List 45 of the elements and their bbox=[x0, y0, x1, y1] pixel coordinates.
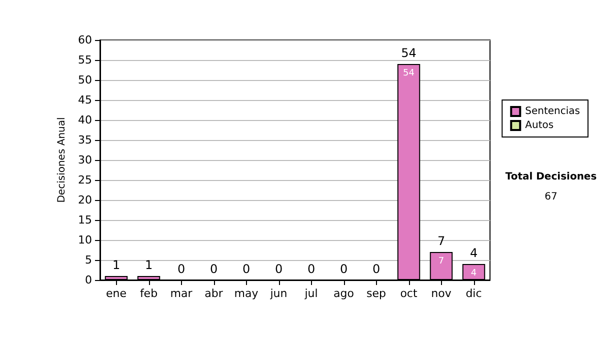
total-label: 4 bbox=[470, 246, 478, 260]
y-tick-label: 50 bbox=[78, 74, 92, 86]
data-label: 4 bbox=[470, 268, 477, 278]
x-tick-label: ago bbox=[334, 287, 354, 300]
y-tick-label: 35 bbox=[78, 134, 92, 146]
y-tick-label: 15 bbox=[78, 214, 92, 226]
x-tick-label: jun bbox=[269, 287, 288, 300]
legend-label: Sentencias bbox=[525, 106, 580, 117]
x-tick-label: may bbox=[234, 287, 259, 300]
y-tick-label: 30 bbox=[78, 154, 92, 166]
x-tick-label: sep bbox=[366, 287, 386, 300]
total-label: 0 bbox=[340, 262, 348, 276]
y-tick-label: 0 bbox=[85, 274, 92, 286]
x-tick-label: nov bbox=[431, 287, 452, 300]
x-tick-label: ene bbox=[106, 287, 127, 300]
total-label: 0 bbox=[177, 262, 186, 276]
x-tick-label: abr bbox=[204, 287, 224, 300]
data-label: 54 bbox=[403, 68, 415, 78]
y-tick-label: 55 bbox=[78, 54, 92, 66]
y-tick-label: 5 bbox=[85, 254, 92, 266]
total-label: 0 bbox=[372, 262, 380, 276]
total-label: 7 bbox=[437, 234, 446, 248]
total-label: 1 bbox=[112, 258, 120, 272]
total-label: 0 bbox=[210, 262, 218, 276]
y-tick-label: 10 bbox=[78, 234, 92, 246]
total-label: 54 bbox=[401, 46, 416, 60]
x-tick-label: oct bbox=[400, 287, 418, 300]
x-tick-label: jul bbox=[304, 287, 318, 300]
text: Total Decisiones bbox=[505, 172, 597, 182]
y-tick-label: 20 bbox=[78, 194, 92, 206]
total-label: 0 bbox=[274, 262, 283, 276]
legend-label: Autos bbox=[525, 120, 554, 131]
x-tick-label: dic bbox=[466, 287, 482, 300]
y-tick-label: 40 bbox=[78, 114, 92, 126]
y-tick-label: 45 bbox=[78, 94, 92, 106]
y-tick-label: 25 bbox=[78, 174, 92, 186]
y-tick-label: 60 bbox=[78, 34, 92, 46]
x-tick-label: feb bbox=[140, 287, 158, 300]
total-label: 0 bbox=[242, 262, 250, 276]
text: 67 bbox=[544, 192, 558, 202]
data-label: 7 bbox=[438, 256, 444, 266]
total-label: 0 bbox=[307, 262, 316, 276]
x-tick-label: mar bbox=[170, 287, 193, 300]
total-label: 1 bbox=[144, 258, 153, 272]
y-axis-title: Decisiones Anual bbox=[56, 117, 68, 203]
